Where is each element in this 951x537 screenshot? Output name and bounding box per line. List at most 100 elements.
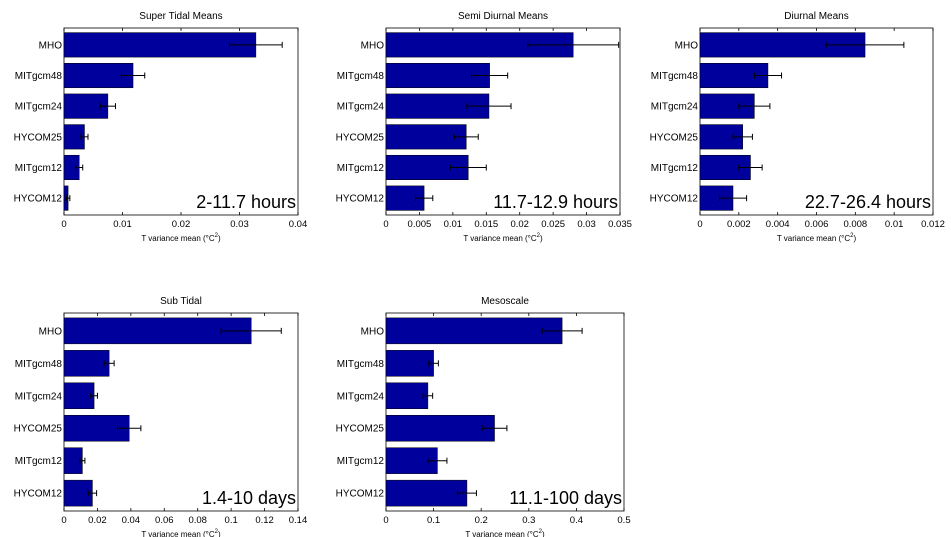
category-label-hycom25: HYCOM25 [14, 424, 63, 435]
x-axis-label-text: T variance mean (°C [141, 234, 215, 243]
x-axis-label-superscript: 2 [537, 233, 541, 239]
chart-title: Mesoscale [481, 296, 529, 307]
bar-mitgcm24 [385, 382, 429, 410]
x-tick-label: 0 [383, 219, 388, 230]
category-label-hycom12: HYCOM12 [336, 194, 385, 205]
bar-mitgcm48 [385, 350, 434, 377]
x-axis-label-close: ) [542, 530, 545, 537]
x-tick-label: 0.1 [225, 515, 238, 526]
category-label-mitgcm12: MITgcm12 [651, 163, 699, 174]
plot-frame [63, 312, 299, 512]
plot-frame [63, 27, 299, 216]
category-label-hycom25: HYCOM25 [650, 132, 699, 143]
bar-mitgcm48 [63, 350, 110, 377]
x-axis-label: T variance mean (°C2) [463, 233, 543, 243]
x-tick-label: 0.02 [510, 219, 529, 230]
x-axis-label: T variance mean (°C2) [465, 529, 545, 537]
category-label-hycom12: HYCOM12 [650, 194, 699, 205]
category-label-mho: MHO [675, 40, 699, 51]
category-label-mitgcm12: MITgcm12 [15, 456, 63, 467]
x-tick-label: 0.004 [766, 219, 790, 230]
category-label-hycom12: HYCOM12 [336, 489, 385, 500]
x-tick-label: 0.02 [88, 515, 107, 526]
chart-panel-3: Diurnal Means MHO MITgcm48 MITgcm24 HYCOM25 M… [650, 11, 945, 243]
x-tick-label: 0.035 [608, 219, 632, 230]
period-annotation: 11.1-100 days [509, 488, 622, 508]
category-label-mitgcm12: MITgcm12 [337, 163, 385, 174]
category-label-hycom25: HYCOM25 [336, 424, 385, 435]
category-label-mitgcm48: MITgcm48 [651, 71, 699, 82]
x-tick-label: 0 [697, 219, 702, 230]
x-tick-label: 0.03 [577, 219, 596, 230]
category-label-mitgcm24: MITgcm24 [337, 391, 385, 402]
x-tick-label: 0 [383, 515, 388, 526]
category-label-hycom25: HYCOM25 [336, 132, 385, 143]
x-axis-label-text: T variance mean (°C [141, 530, 215, 537]
x-tick-label: 0.08 [188, 515, 207, 526]
category-label-mitgcm24: MITgcm24 [15, 102, 63, 113]
plot-frame [385, 312, 625, 512]
x-axis-label-close: ) [218, 234, 221, 243]
bar-mho [63, 32, 257, 58]
x-tick-label: 0.012 [921, 219, 945, 230]
x-axis-label-superscript: 2 [539, 529, 543, 535]
chart-title: Semi Diurnal Means [458, 11, 548, 22]
x-tick-label: 0.1 [427, 515, 440, 526]
x-axis-label-superscript: 2 [215, 233, 219, 239]
category-label-mho: MHO [39, 40, 63, 51]
bar-mho [63, 317, 252, 345]
x-axis-label-text: T variance mean (°C [465, 530, 539, 537]
period-annotation: 1.4-10 days [202, 488, 296, 508]
x-tick-label: 0.005 [408, 219, 432, 230]
category-label-mitgcm48: MITgcm48 [15, 359, 63, 370]
category-label-mitgcm24: MITgcm24 [651, 102, 699, 113]
x-tick-label: 0.015 [474, 219, 498, 230]
category-label-hycom12: HYCOM12 [14, 194, 63, 205]
x-tick-label: 0.4 [570, 515, 583, 526]
x-axis-label-close: ) [218, 530, 221, 537]
bar-hycom25 [385, 414, 495, 442]
x-tick-label: 0.12 [255, 515, 274, 526]
chart-title: Sub Tidal [160, 296, 202, 307]
x-tick-label: 0.02 [172, 219, 191, 230]
x-axis-label: T variance mean (°C2) [777, 233, 857, 243]
period-annotation: 11.7-12.9 hours [493, 192, 618, 212]
chart-title: Super Tidal Means [139, 11, 222, 22]
bar-hycom12 [63, 479, 93, 507]
x-tick-label: 0.3 [522, 515, 535, 526]
bar-mho [385, 317, 563, 345]
category-label-mitgcm24: MITgcm24 [15, 391, 63, 402]
bar-hycom12 [385, 479, 468, 507]
category-label-mitgcm48: MITgcm48 [337, 359, 385, 370]
category-label-mitgcm48: MITgcm48 [337, 71, 385, 82]
x-tick-label: 0.01 [885, 219, 904, 230]
x-tick-label: 0.14 [289, 515, 308, 526]
x-axis-label: T variance mean (°C2) [141, 529, 221, 537]
bar-mitgcm24 [63, 382, 95, 410]
chart-title: Diurnal Means [784, 11, 848, 22]
chart-panel-4: Sub Tidal MHO MITgcm48 MITgcm24 HYCOM25 MITgc… [14, 296, 308, 537]
x-tick-label: 0.2 [475, 515, 488, 526]
x-tick-label: 0 [61, 515, 66, 526]
x-axis-label-text: T variance mean (°C [777, 234, 851, 243]
x-axis-label-close: ) [540, 234, 543, 243]
category-label-mitgcm48: MITgcm48 [15, 71, 63, 82]
bar-hycom25 [385, 124, 467, 150]
plot-frame [699, 27, 934, 216]
x-tick-label: 0.006 [805, 219, 829, 230]
x-tick-label: 0.002 [727, 219, 751, 230]
x-axis-label-superscript: 2 [215, 529, 219, 535]
period-annotation: 2-11.7 hours [196, 192, 296, 212]
category-label-mitgcm12: MITgcm12 [15, 163, 63, 174]
period-annotation: 22.7-26.4 hours [805, 192, 931, 212]
category-label-mho: MHO [361, 40, 385, 51]
x-tick-label: 0.06 [155, 515, 174, 526]
x-tick-label: 0.008 [843, 219, 867, 230]
chart-panel-5: Mesoscale MHO MITgcm48 MITgcm24 HYCOM25 MITgc… [336, 296, 631, 537]
x-tick-label: 0 [61, 219, 66, 230]
x-axis-label-close: ) [853, 234, 856, 243]
x-tick-label: 0.01 [113, 219, 132, 230]
x-tick-label: 0.5 [617, 515, 630, 526]
x-tick-label: 0.04 [289, 219, 308, 230]
